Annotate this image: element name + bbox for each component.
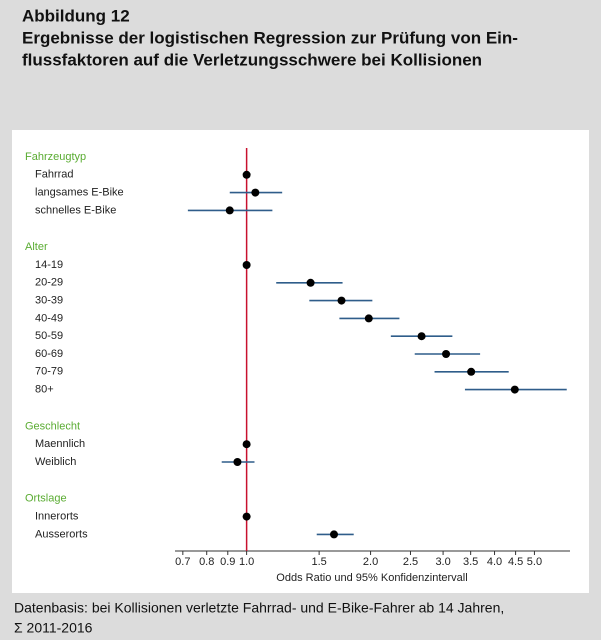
row-label: Ausserorts (35, 528, 88, 540)
odds-ratio-point (510, 385, 519, 394)
row-label: 30-39 (35, 295, 63, 307)
row-label: 40-49 (35, 312, 63, 324)
odds-ratio-point (251, 188, 260, 197)
row-label: schnelles E-Bike (35, 204, 116, 216)
row-label: 70-79 (35, 366, 63, 378)
x-tick-label: 2.5 (403, 556, 418, 568)
source: Datenbasis: bei Kollisionen verletzte Fa… (14, 600, 504, 616)
row-label: langsames E-Bike (35, 187, 124, 199)
odds-ratio-point (233, 458, 242, 466)
odds-ratio-point (242, 170, 251, 179)
row-label: Fahrrad (35, 169, 74, 181)
x-tick-label: 2.0 (363, 556, 378, 568)
group-label: Ortslage (25, 493, 67, 505)
row-label: Maennlich (35, 438, 85, 450)
odds-ratio-point (417, 332, 426, 341)
row-label: 50-59 (35, 330, 63, 342)
x-tick-label: 3.0 (435, 556, 450, 568)
odds-ratio-point (467, 367, 476, 376)
x-axis-label: Odds Ratio und 95% Konfidenzintervall (276, 572, 467, 584)
x-tick-label: 0.7 (175, 556, 190, 568)
figure-label: Abbildung 12 (22, 6, 130, 25)
chart-title: flussfaktoren auf die Verletzungsschwere… (22, 50, 482, 69)
x-tick-label: 3.5 (463, 556, 478, 568)
odds-ratio-point (242, 512, 251, 521)
x-tick-label: 4.0 (487, 556, 502, 568)
group-label: Fahrzeugtyp (25, 151, 86, 163)
group-label: Alter (25, 241, 48, 253)
x-tick-label: 1.5 (311, 556, 326, 568)
odds-ratio-point (306, 278, 315, 287)
odds-ratio-point (442, 350, 451, 358)
odds-ratio-point (242, 261, 251, 269)
row-label: 80+ (35, 384, 54, 396)
row-label: 20-29 (35, 277, 63, 289)
row-label: 14-19 (35, 259, 63, 271)
x-tick-label: 4.5 (508, 556, 523, 568)
row-label: Innerorts (35, 511, 79, 523)
odds-ratio-point (337, 296, 346, 305)
odds-ratio-point (225, 206, 234, 215)
plot-panel (12, 130, 589, 593)
x-tick-label: 0.9 (220, 556, 235, 568)
odds-ratio-point (364, 314, 373, 323)
row-label: Weiblich (35, 456, 76, 468)
chart-title: Ergebnisse der logistischen Regression z… (22, 28, 518, 47)
source: Σ 2011-2016 (14, 620, 93, 636)
group-label: Geschlecht (25, 420, 80, 432)
row-label: 60-69 (35, 348, 63, 360)
x-tick-label: 5.0 (527, 556, 542, 568)
odds-ratio-point (329, 530, 338, 539)
x-tick-label: 1.0 (239, 556, 254, 568)
x-tick-label: 0.8 (199, 556, 214, 568)
odds-ratio-point (242, 440, 251, 449)
